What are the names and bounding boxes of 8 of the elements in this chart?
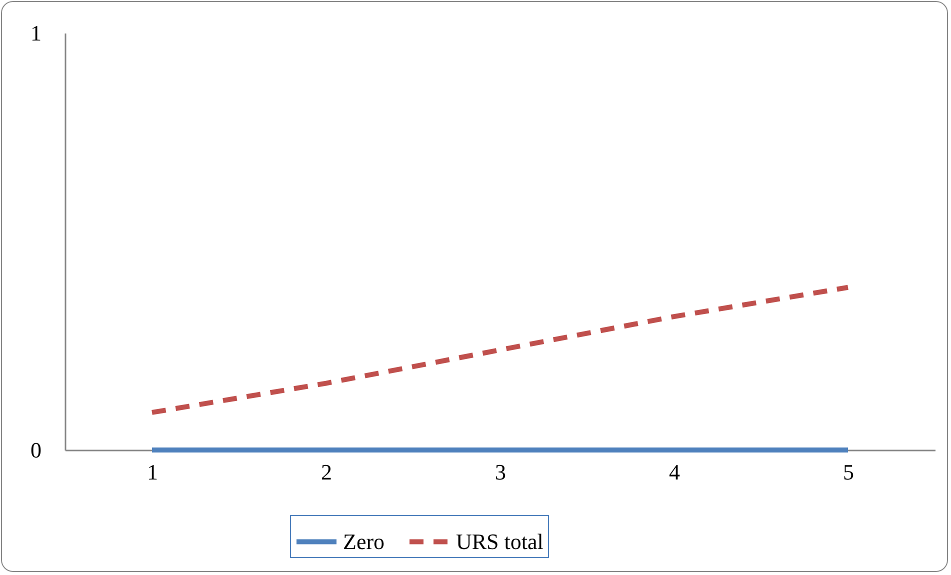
x-tick-label: 4 (669, 460, 680, 484)
x-tick-label: 5 (843, 460, 854, 484)
y-tick-label: 0 (30, 438, 42, 462)
legend-label: URS total (456, 528, 544, 554)
legend-label: Zero (343, 528, 385, 554)
x-tick-label: 1 (147, 460, 158, 484)
x-tick-label: 2 (321, 460, 332, 484)
x-tick-label: 3 (495, 460, 506, 484)
